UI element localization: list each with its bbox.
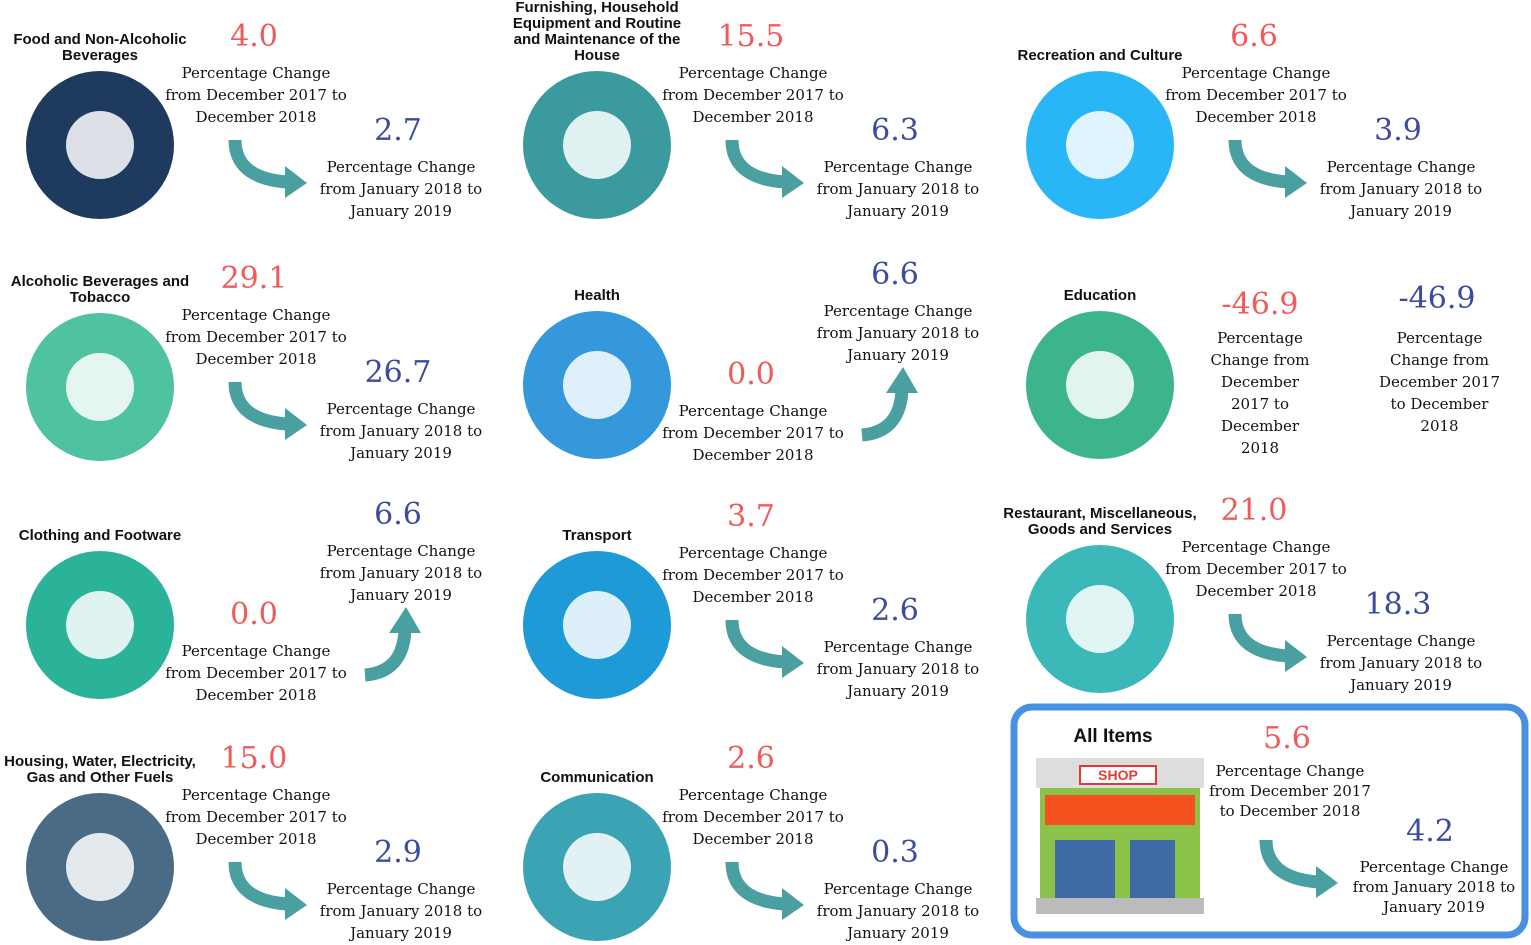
arrow — [862, 390, 902, 435]
icon-inner — [1066, 111, 1134, 179]
arrow — [732, 862, 784, 904]
january-caption: Percentage Change from January 2018 to J… — [1316, 630, 1486, 696]
category-label: Health — [499, 288, 695, 304]
december-caption: Percentage Change from December 2017 to … — [163, 62, 349, 128]
arrow-head — [285, 888, 307, 920]
arrow — [365, 630, 405, 675]
january-caption: Percentage Change from January 2018 to J… — [813, 156, 983, 222]
icon-inner — [563, 351, 631, 419]
arrow — [1266, 840, 1318, 882]
january-change: 6.6 — [328, 498, 468, 532]
december-caption: Percentage Change from December 2017 to … — [1200, 761, 1380, 821]
december-caption: Percentage Change from December 2017 to … — [660, 784, 846, 850]
january-caption: Percentage Change from December 2017 to … — [1377, 327, 1502, 437]
december-change: 0.0 — [681, 358, 821, 392]
icon-inner — [66, 591, 134, 659]
category-label: Restaurant, Miscellaneous, Goods and Ser… — [1002, 506, 1198, 538]
arrow-head — [782, 166, 804, 198]
december-change: 6.6 — [1184, 20, 1324, 54]
arrow-head — [886, 367, 918, 393]
december-change: 3.7 — [681, 500, 821, 534]
january-change: 2.7 — [328, 114, 468, 148]
category-label: Clothing and Footware — [2, 528, 198, 544]
category-label: Housing, Water, Electricity, Gas and Oth… — [2, 754, 198, 786]
january-caption: Percentage Change from January 2018 to J… — [1352, 857, 1516, 917]
january-caption: Percentage Change from January 2018 to J… — [1316, 156, 1486, 222]
arrow-head — [389, 607, 421, 633]
january-change: 6.6 — [825, 258, 965, 292]
arrow — [235, 140, 287, 182]
category-label: Education — [1002, 288, 1198, 304]
arrow — [732, 140, 784, 182]
arrow — [1235, 614, 1287, 656]
january-change: 3.9 — [1328, 114, 1468, 148]
december-change: 15.5 — [681, 20, 821, 54]
january-caption: Percentage Change from January 2018 to J… — [316, 156, 486, 222]
icon-inner — [1066, 351, 1134, 419]
shop-sign: SHOP — [1080, 767, 1156, 783]
icon-inner — [563, 591, 631, 659]
january-change: -46.9 — [1367, 282, 1507, 316]
january-change: 18.3 — [1328, 588, 1468, 622]
december-change: 21.0 — [1184, 494, 1324, 528]
january-change: 2.9 — [328, 836, 468, 870]
icon-inner — [563, 833, 631, 901]
january-caption: Percentage Change from January 2018 to J… — [316, 540, 486, 606]
arrow — [1235, 140, 1287, 182]
january-change: 4.2 — [1360, 815, 1500, 849]
december-caption: Percentage Change from December 2017 to … — [163, 784, 349, 850]
icon-inner — [1066, 585, 1134, 653]
arrow-head — [285, 166, 307, 198]
december-change: 4.0 — [184, 20, 324, 54]
category-label: Furnishing, Household Equipment and Rout… — [499, 0, 695, 64]
arrow-head — [782, 888, 804, 920]
arrow-head — [1285, 166, 1307, 198]
january-caption: Percentage Change from January 2018 to J… — [316, 878, 486, 944]
december-caption: Percentage Change from December 2017 to … — [1200, 327, 1320, 459]
arrow-head — [1316, 866, 1338, 898]
december-caption: Percentage Change from December 2017 to … — [163, 304, 349, 370]
infographic: Food and Non-Alcoholic Beverages4.0 Perce… — [0, 0, 1531, 945]
january-change: 26.7 — [328, 356, 468, 390]
december-caption: Percentage Change from December 2017 to … — [1163, 536, 1349, 602]
december-caption: Percentage Change from December 2017 to … — [660, 542, 846, 608]
icon-inner — [66, 353, 134, 421]
december-change: 5.6 — [1217, 722, 1357, 756]
arrow — [732, 620, 784, 662]
all-items-label: All Items — [1040, 727, 1186, 747]
january-change: 6.3 — [825, 114, 965, 148]
arrow — [235, 862, 287, 904]
arrow-head — [782, 646, 804, 678]
december-change: 15.0 — [184, 742, 324, 776]
december-change: 0.0 — [184, 598, 324, 632]
january-change: 2.6 — [825, 594, 965, 628]
december-caption: Percentage Change from December 2017 to … — [660, 400, 846, 466]
december-caption: Percentage Change from December 2017 to … — [163, 640, 349, 706]
december-caption: Percentage Change from December 2017 to … — [1163, 62, 1349, 128]
january-caption: Percentage Change from January 2018 to J… — [813, 636, 983, 702]
icon-inner — [563, 111, 631, 179]
december-caption: Percentage Change from December 2017 to … — [660, 62, 846, 128]
january-caption: Percentage Change from January 2018 to J… — [316, 398, 486, 464]
arrow — [235, 382, 287, 424]
december-change: -46.9 — [1190, 288, 1330, 322]
icon-inner — [66, 833, 134, 901]
december-change: 2.6 — [681, 742, 821, 776]
january-caption: Percentage Change from January 2018 to J… — [813, 300, 983, 366]
january-change: 0.3 — [825, 836, 965, 870]
category-label: Food and Non-Alcoholic Beverages — [2, 32, 198, 64]
january-caption: Percentage Change from January 2018 to J… — [813, 878, 983, 944]
december-change: 29.1 — [184, 262, 324, 296]
arrow-head — [285, 408, 307, 440]
category-label: Alcoholic Beverages and Tobacco — [2, 274, 198, 306]
icon-inner — [66, 111, 134, 179]
arrow-head — [1285, 640, 1307, 672]
